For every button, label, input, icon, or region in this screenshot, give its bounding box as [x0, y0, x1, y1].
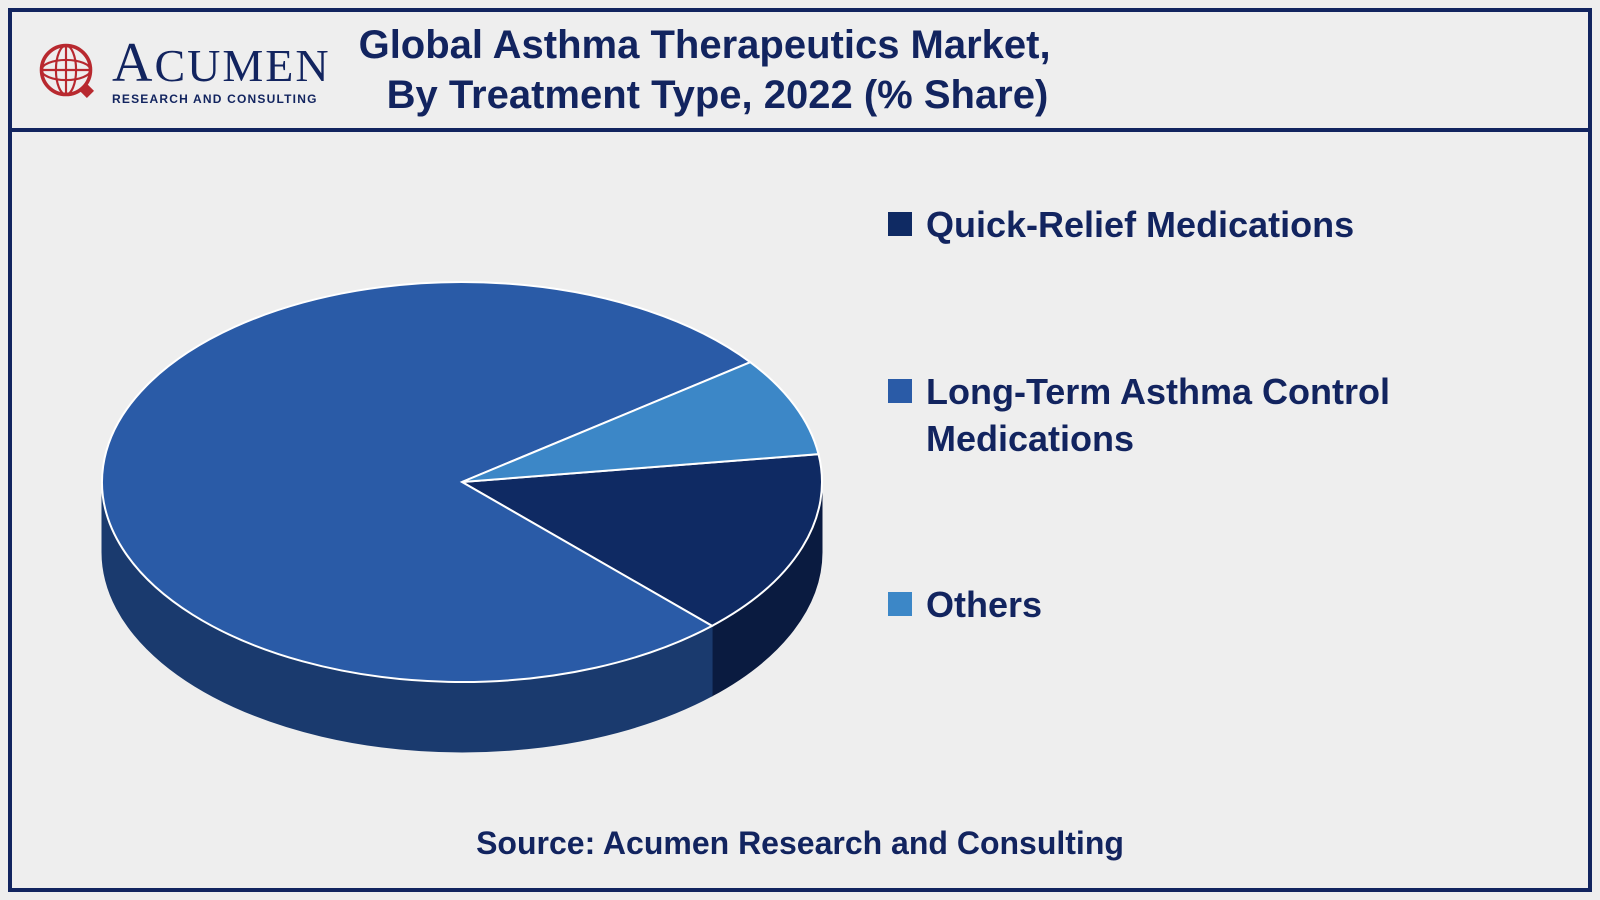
- header-bar: ACUMEN RESEARCH AND CONSULTING Global As…: [12, 12, 1588, 132]
- brand-text: ACUMEN RESEARCH AND CONSULTING: [112, 35, 331, 105]
- chart-frame: ACUMEN RESEARCH AND CONSULTING Global As…: [8, 8, 1592, 892]
- brand-logo: ACUMEN RESEARCH AND CONSULTING: [30, 34, 331, 106]
- title-line-1: Global Asthma Therapeutics Market,: [359, 20, 1570, 70]
- legend-swatch: [888, 212, 912, 236]
- pie-chart: [82, 222, 842, 782]
- legend-item: Long-Term Asthma Control Medications: [888, 369, 1528, 463]
- chart-title: Global Asthma Therapeutics Market, By Tr…: [359, 20, 1570, 120]
- brand-tagline: RESEARCH AND CONSULTING: [112, 93, 331, 105]
- legend-label: Quick-Relief Medications: [926, 202, 1354, 249]
- legend: Quick-Relief Medications Long-Term Asthma…: [888, 202, 1528, 629]
- chart-body: Quick-Relief Medications Long-Term Asthma…: [12, 132, 1588, 888]
- brand-name: ACUMEN: [112, 35, 331, 91]
- legend-swatch: [888, 379, 912, 403]
- title-line-2: By Treatment Type, 2022 (% Share): [359, 70, 1570, 120]
- legend-item: Others: [888, 582, 1528, 629]
- legend-label: Others: [926, 582, 1042, 629]
- source-label: Source: Acumen Research and Consulting: [12, 825, 1588, 862]
- legend-label: Long-Term Asthma Control Medications: [926, 369, 1528, 463]
- legend-swatch: [888, 592, 912, 616]
- legend-item: Quick-Relief Medications: [888, 202, 1528, 249]
- pie-svg: [82, 222, 842, 782]
- globe-icon: [30, 34, 102, 106]
